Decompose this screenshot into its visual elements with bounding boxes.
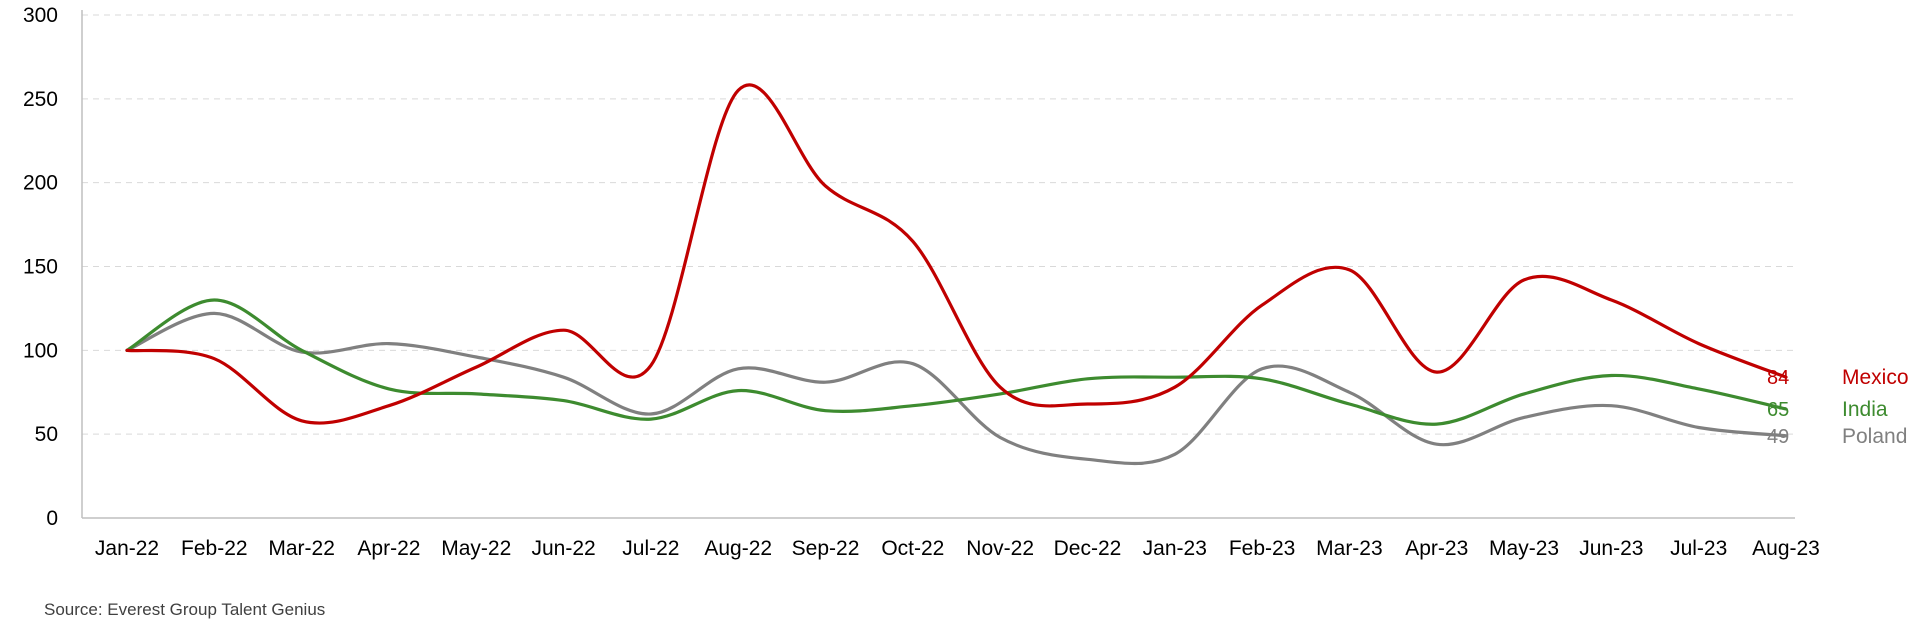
end-value-label: 84 [1767, 367, 1789, 389]
series-line-india [125, 298, 1788, 426]
y-tick-label: 250 [23, 88, 58, 111]
series-line-poland [125, 311, 1788, 466]
x-tick-label: Mar-23 [1316, 537, 1383, 560]
x-tick-label: Mar-22 [268, 537, 335, 560]
x-tick-label: Dec-22 [1054, 537, 1122, 560]
x-tick-label: Apr-22 [357, 537, 420, 560]
x-tick-label: Sep-22 [792, 537, 860, 560]
x-tick-label: Jul-22 [622, 537, 679, 560]
series-end-labels: 84 Mexico 65 India 49 Poland [1767, 366, 1909, 448]
x-tick-label: Apr-23 [1405, 537, 1468, 560]
x-tick-label: Jul-23 [1670, 537, 1727, 560]
x-tick-label: Aug-22 [704, 537, 772, 560]
x-tick-label: Oct-22 [881, 537, 944, 560]
x-tick-label: Jan-23 [1143, 537, 1207, 560]
x-tick-labels: Jan-22 Feb-22 Mar-22 Apr-22 May-22 Jun-22 Jul-… [95, 537, 1820, 560]
gridlines [82, 14, 1795, 435]
x-tick-label: Jan-22 [95, 537, 159, 560]
x-tick-label: Feb-22 [181, 537, 248, 560]
x-tick-label: Jun-23 [1579, 537, 1643, 560]
y-tick-label: 300 [23, 4, 58, 27]
y-tick-label: 0 [46, 507, 58, 530]
y-tick-label: 150 [23, 256, 58, 279]
legend-label-india: India [1842, 398, 1888, 421]
x-tick-label: Aug-23 [1752, 537, 1820, 560]
source-note: Source: Everest Group Talent Genius [44, 600, 326, 619]
x-tick-label: Nov-22 [966, 537, 1034, 560]
legend-label-mexico: Mexico [1842, 366, 1909, 389]
end-value-label: 49 [1767, 426, 1789, 448]
series-line-mexico [125, 83, 1788, 425]
y-tick-label: 200 [23, 172, 58, 195]
x-tick-label: May-23 [1489, 537, 1559, 560]
x-tick-label: May-22 [441, 537, 511, 560]
x-tick-label: Jun-22 [531, 537, 595, 560]
y-tick-label: 50 [35, 423, 58, 446]
end-value-label: 65 [1767, 399, 1789, 421]
x-tick-label: Feb-23 [1229, 537, 1296, 560]
y-tick-label: 100 [23, 339, 58, 362]
legend-label-poland: Poland [1842, 425, 1907, 448]
series-lines [125, 83, 1788, 466]
y-tick-labels: 0 50 100 150 200 250 300 [23, 4, 58, 530]
axes [81, 10, 1795, 519]
